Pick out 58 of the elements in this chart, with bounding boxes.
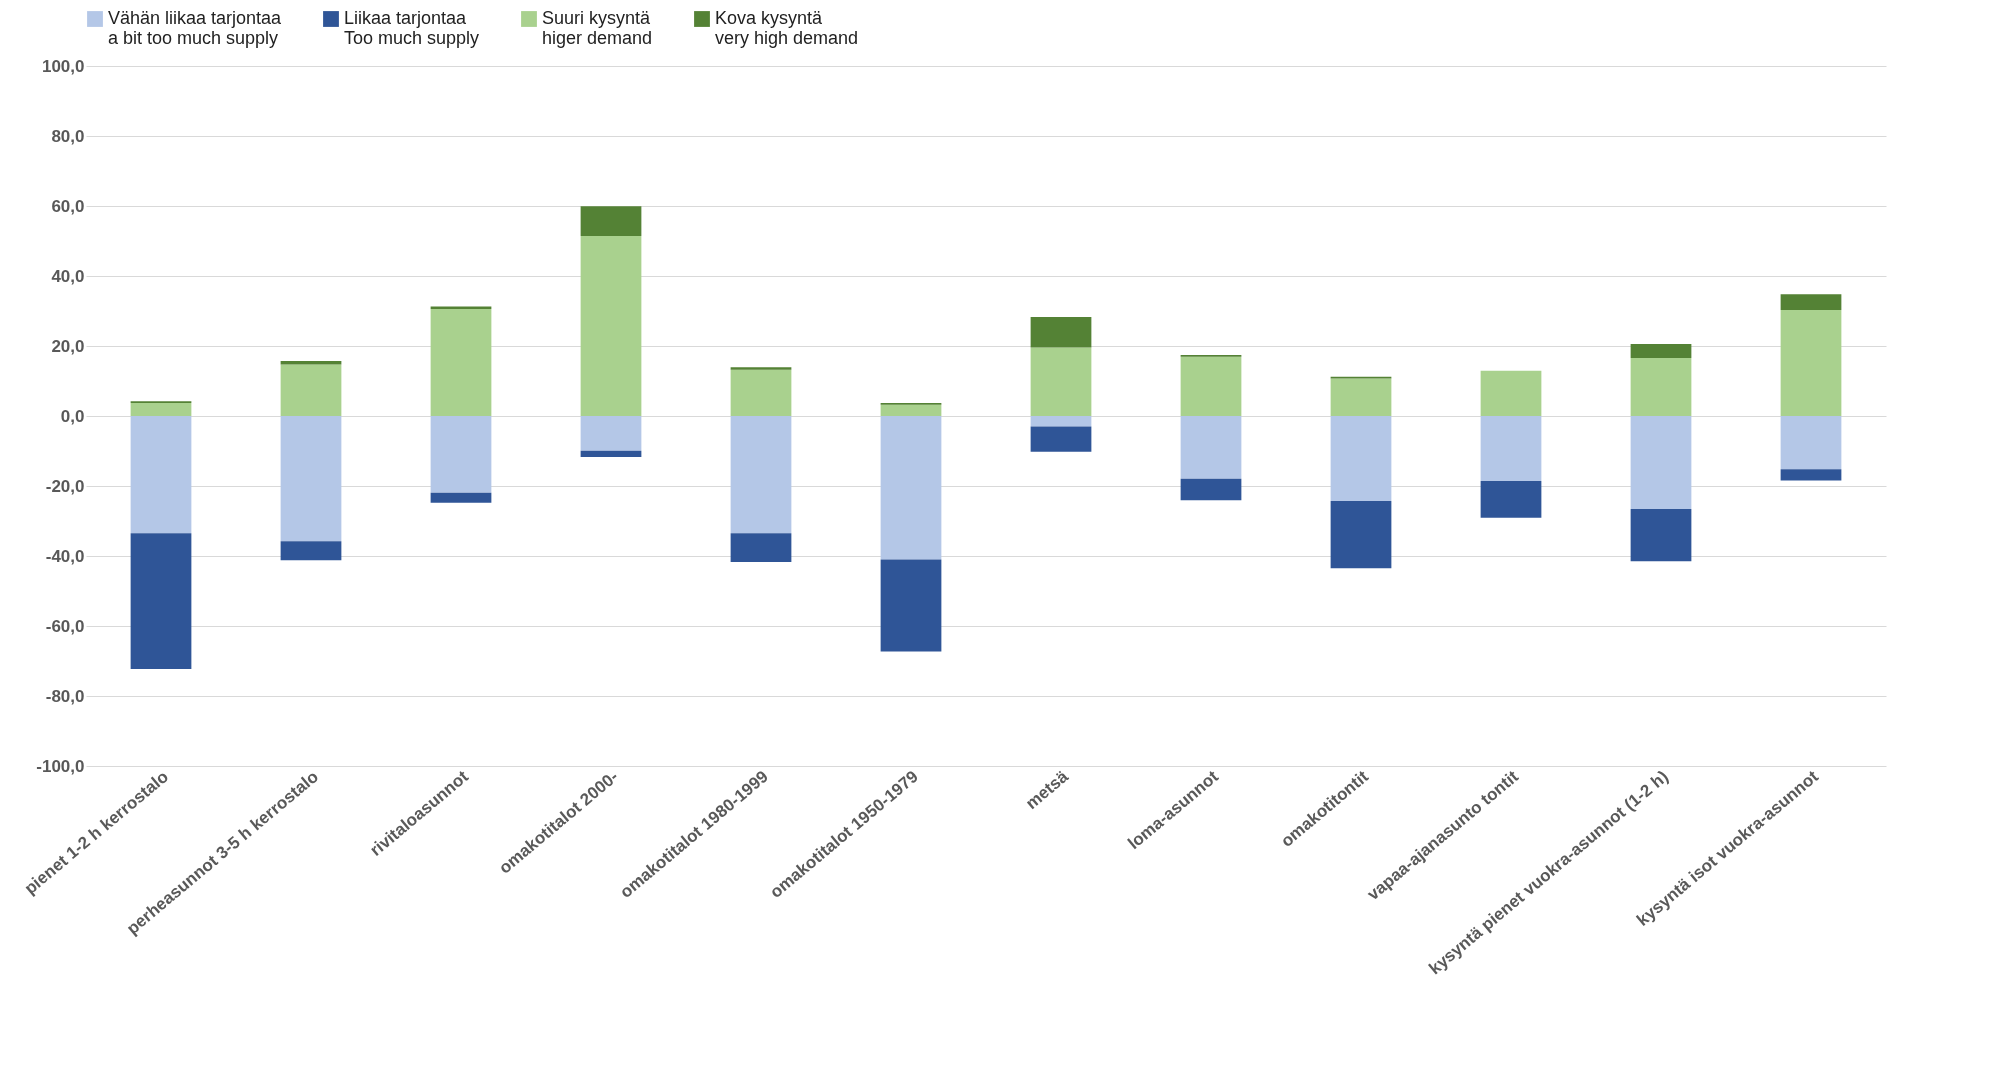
bar xyxy=(430,492,492,503)
y-tick-label: -60,0 xyxy=(45,616,85,636)
bar xyxy=(1030,416,1092,427)
bar xyxy=(730,416,792,534)
y-tick-label: 20,0 xyxy=(51,336,85,356)
bar xyxy=(730,369,792,416)
bar xyxy=(1630,416,1692,510)
y-tick-label: 80,0 xyxy=(51,126,85,146)
bar xyxy=(280,541,342,561)
bar xyxy=(130,416,192,534)
bar xyxy=(130,403,192,416)
bar xyxy=(1780,469,1842,481)
y-tick-label: -100,0 xyxy=(36,756,85,776)
bar xyxy=(1780,309,1842,416)
bar xyxy=(1630,509,1692,562)
bar xyxy=(430,308,492,416)
bar xyxy=(1630,343,1692,358)
bar xyxy=(280,361,342,365)
bar xyxy=(880,404,942,416)
bar xyxy=(1180,478,1242,501)
bar xyxy=(580,450,642,457)
bar xyxy=(580,416,642,451)
legend-label: Kova kysyntä very high demand xyxy=(715,8,859,48)
y-tick-label: 100,0 xyxy=(41,56,85,76)
y-tick-label: 0,0 xyxy=(60,406,85,426)
bar xyxy=(1480,481,1542,518)
bar xyxy=(430,306,492,309)
bar xyxy=(280,364,342,416)
bar xyxy=(730,367,792,370)
bar xyxy=(1180,356,1242,416)
bar xyxy=(580,206,642,237)
bar xyxy=(1330,501,1392,569)
legend-label: Vähän liikaa tarjontaa a bit too much supply xyxy=(108,8,283,48)
bar xyxy=(130,533,192,670)
legend-label: Suuri kysyntä higer demand xyxy=(542,8,653,48)
bar xyxy=(430,416,492,493)
bar xyxy=(730,533,792,562)
bar xyxy=(1030,347,1092,416)
y-tick-label: 60,0 xyxy=(51,196,85,216)
bar xyxy=(1330,416,1392,502)
bar xyxy=(280,416,342,542)
bar xyxy=(1780,294,1842,310)
bar xyxy=(880,559,942,652)
bar xyxy=(1030,426,1092,452)
bar xyxy=(1480,370,1542,416)
bar xyxy=(1630,357,1692,416)
bar xyxy=(880,416,942,560)
y-tick-label: 40,0 xyxy=(51,266,85,286)
y-tick-label: -40,0 xyxy=(45,546,85,566)
bar xyxy=(1480,416,1542,482)
bar xyxy=(1780,416,1842,470)
legend-label: Liikaa tarjontaa Too much supply xyxy=(344,8,480,48)
bar xyxy=(1030,316,1092,348)
bar xyxy=(1180,416,1242,479)
y-tick-label: -20,0 xyxy=(45,476,85,496)
bar xyxy=(1330,378,1392,416)
bar xyxy=(580,236,642,416)
y-tick-label: -80,0 xyxy=(45,686,85,706)
